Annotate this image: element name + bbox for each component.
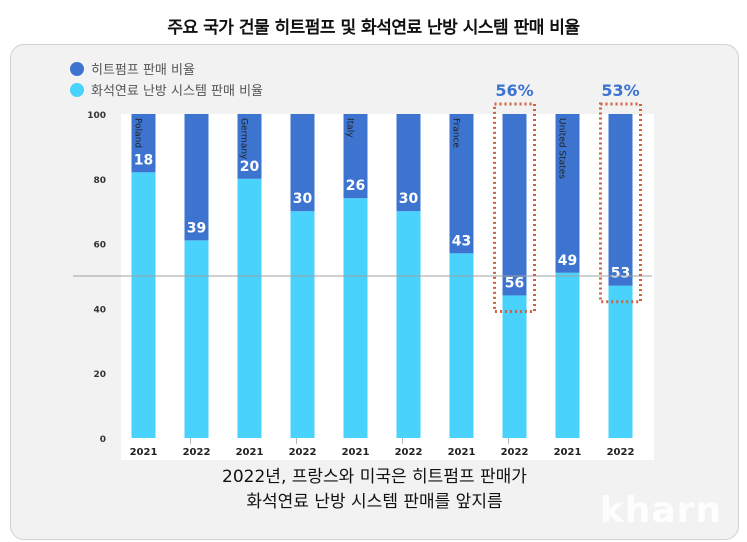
x-tick-label-5: 2022	[395, 447, 423, 458]
x-tick-label-7: 2022	[501, 447, 529, 458]
bar-heatpump-4	[343, 114, 368, 199]
y-tick-label: 40	[93, 305, 106, 315]
chart-title: 주요 국가 건물 히트펌프 및 화석연료 난방 시스템 판매 비율	[167, 18, 580, 38]
bar-heatpump-2	[237, 114, 262, 179]
legend-swatch-1	[70, 83, 84, 97]
bar-fossil-5	[396, 211, 421, 438]
country-label-4: United States	[557, 118, 567, 179]
x-tick-label-1: 2022	[183, 447, 211, 458]
x-tick-label-3: 2022	[289, 447, 317, 458]
data-label-6: 43	[452, 233, 471, 249]
bar-fossil-4	[343, 198, 368, 438]
x-tick-label-8: 2021	[554, 447, 582, 458]
bar-fossil-9	[608, 285, 633, 438]
highlight-label-0: 56%	[495, 81, 533, 100]
x-tick-label-9: 2022	[607, 447, 635, 458]
x-tick-label-0: 2021	[130, 447, 158, 458]
x-tick-label-6: 2021	[448, 447, 476, 458]
data-label-4: 26	[346, 178, 365, 194]
bar-fossil-8	[555, 272, 580, 438]
data-label-7: 56	[505, 275, 524, 291]
data-label-3: 30	[293, 191, 313, 207]
data-label-1: 39	[187, 220, 206, 236]
x-tick-label-2: 2021	[236, 447, 264, 458]
caption-line-2: 화석연료 난방 시스템 판매를 앞지름	[246, 492, 503, 512]
x-tick-label-4: 2021	[342, 447, 370, 458]
bar-heatpump-3	[290, 114, 315, 212]
legend-label-0: 히트펌프 판매 비율	[91, 63, 195, 78]
country-label-0: Poland	[133, 118, 143, 148]
bar-heatpump-6	[449, 114, 474, 254]
data-label-5: 30	[399, 191, 419, 207]
bar-fossil-2	[237, 178, 262, 439]
legend-swatch-0	[70, 62, 84, 76]
data-label-0: 18	[134, 152, 153, 168]
caption-line-1: 2022년, 프랑스와 미국은 히트펌프 판매가	[222, 467, 527, 487]
y-tick-label: 100	[87, 111, 106, 121]
y-tick-label: 20	[93, 370, 106, 380]
y-tick-label: 60	[93, 241, 106, 251]
highlight-box-0	[493, 102, 536, 313]
data-label-8: 49	[558, 253, 577, 269]
y-tick-label: 0	[100, 435, 106, 445]
country-label-1: Germany	[239, 118, 249, 160]
watermark-logo: kharn	[599, 490, 722, 531]
bar-heatpump-0	[131, 114, 156, 173]
bar-fossil-1	[184, 240, 209, 438]
data-label-2: 20	[240, 159, 260, 175]
data-label-9: 53	[611, 266, 630, 282]
bar-fossil-0	[131, 172, 156, 438]
bar-heatpump-7	[502, 114, 527, 296]
y-tick-label: 80	[93, 176, 106, 186]
legend-label-1: 화석연료 난방 시스템 판매 비율	[91, 84, 263, 99]
highlight-label-1: 53%	[601, 81, 639, 100]
bar-fossil-7	[502, 295, 527, 438]
chart-caption: 2022년, 프랑스와 미국은 히트펌프 판매가 화석연료 난방 시스템 판매를…	[11, 465, 738, 515]
bar-fossil-3	[290, 211, 315, 438]
bar-heatpump-9	[608, 114, 633, 286]
bar-fossil-6	[449, 253, 474, 438]
bar-heatpump-5	[396, 114, 421, 212]
country-label-2: Italy	[345, 118, 355, 138]
bar-heatpump-1	[184, 114, 209, 241]
bar-heatpump-8	[555, 114, 580, 273]
country-label-3: France	[451, 118, 461, 148]
highlight-box-1	[599, 102, 642, 304]
